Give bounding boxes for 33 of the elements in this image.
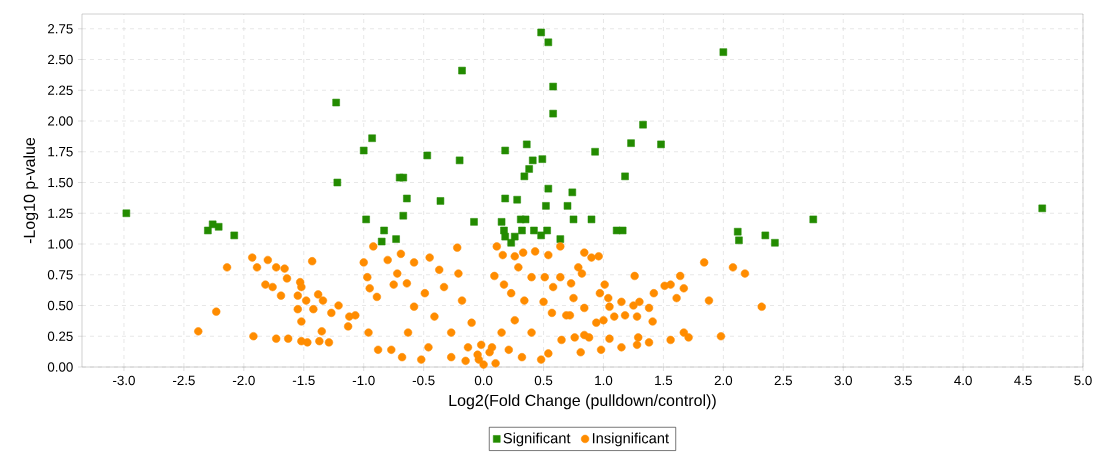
y-tick-label: 0.50 [47, 300, 73, 311]
y-tick-label: 0.25 [47, 331, 73, 341]
x-tick-label: -3.0 [113, 375, 135, 386]
y-axis-title: -Log10 p-value [23, 137, 39, 244]
y-tick-label: 2.00 [48, 116, 73, 126]
y-tick-label: 1.25 [48, 208, 73, 218]
x-tick-label: 2.5 [774, 375, 793, 386]
x-tick-label: 4.0 [954, 375, 972, 386]
x-tick-label: 1.5 [655, 375, 673, 386]
x-tick-label: -1.5 [292, 375, 315, 386]
legend-label: Insignificant [592, 432, 669, 447]
y-tick-label: 2.50 [48, 54, 73, 65]
y-tick-label: 1.50 [48, 177, 73, 188]
y-tick-label: 2.25 [48, 85, 73, 95]
y-tick-label: 2.75 [48, 24, 73, 34]
x-tick-label: 3.5 [894, 375, 912, 386]
y-tick-label: 0.00 [47, 362, 73, 372]
y-tick-label: 1.75 [48, 147, 73, 157]
legend-label: Significant [503, 432, 571, 447]
x-tick-label: -0.5 [412, 375, 435, 386]
x-tick-label: -1.0 [352, 375, 375, 386]
x-tick-label: 0.5 [534, 375, 553, 386]
x-tick-label: 5.0 [1074, 375, 1092, 386]
y-tick-label: 1.00 [48, 239, 73, 249]
x-tick-label: -2.5 [173, 375, 195, 386]
x-tick-label: -2.0 [232, 375, 255, 386]
x-tick-label: 4.5 [1014, 375, 1032, 386]
x-tick-label: 1.0 [595, 375, 613, 386]
y-tick-label: 0.75 [47, 270, 73, 280]
x-tick-label: 2.0 [714, 375, 733, 386]
x-axis-title: Log2(Fold Change (pulldown/control)) [449, 394, 716, 410]
x-tick-label: 3.0 [834, 375, 852, 386]
x-tick-label: 0.0 [474, 375, 493, 386]
